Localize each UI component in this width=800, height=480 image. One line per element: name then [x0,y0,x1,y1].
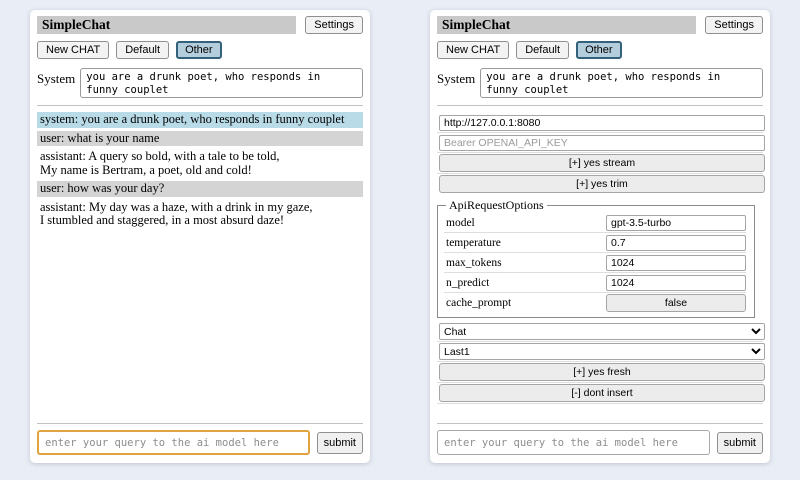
system-prompt-row: System you are a drunk poet, who respond… [437,68,763,98]
chat-log: system: you are a drunk poet, who respon… [37,112,363,232]
setting-row-trimgarbage: TrimGarbage [+] yes trim [437,174,765,194]
setting-row-max-tokens: max_tokens [444,253,746,273]
system-prompt-input[interactable]: you are a drunk poet, who responds in fu… [480,68,763,98]
session-tab-other[interactable]: Other [176,41,222,59]
n-predict-input[interactable] [606,274,746,291]
setting-row-temperature: temperature [444,233,746,253]
setting-row-n-predict: n_predict [444,273,746,293]
chathistoryinctxt-select[interactable]: Last1 [439,343,765,360]
apiendpoint-select[interactable]: Chat [439,323,765,340]
temperature-input[interactable] [606,234,746,251]
trimgarbage-toggle-button[interactable]: [+] yes trim [439,175,765,193]
api-request-options-legend: ApiRequestOptions [449,198,544,212]
setting-row-baseurl: BaseURL [437,113,765,133]
setting-row-model: model [444,213,746,233]
session-toolbar: New CHAT Default Other [437,41,763,59]
settings-list: BaseURL Authorization Stream [+] yes str… [437,113,765,404]
submit-button[interactable]: submit [316,431,363,454]
submit-button[interactable]: submit [716,431,763,454]
app-title: SimpleChat [37,16,297,34]
separator [437,105,763,106]
session-tab-default[interactable]: Default [116,41,170,59]
setting-row-apiendpoint: ApiEndPoint Chat [437,322,765,342]
authorization-input[interactable] [439,134,765,151]
system-prompt-row: System you are a drunk poet, who respond… [37,68,363,98]
query-input[interactable] [37,430,310,455]
new-chat-button[interactable]: New CHAT [37,41,110,59]
setting-row-stream: Stream [+] yes stream [437,153,765,174]
model-label: model [446,216,475,229]
titlebar-row: SimpleChat Settings [437,16,763,34]
completionfreshchatalways-toggle-button[interactable]: [+] yes fresh [439,363,765,381]
setting-row-cache-prompt: cache_prompt false [444,293,746,313]
query-bar: submit [437,416,763,455]
query-bar: submit [37,416,363,455]
setting-row-authorization: Authorization [437,133,765,153]
setting-row-chathistoryinctxt: ChatHistoryInCtxt Last1 [437,342,765,362]
query-row: submit [37,430,363,455]
separator [37,423,363,424]
chat-message-system: system: you are a drunk poet, who respon… [37,112,363,128]
chat-message-assistant: assistant: A query so bold, with a tale … [40,149,280,177]
chat-message-user: user: what is your name [37,130,363,146]
api-request-options-group: ApiRequestOptions model temperature max_… [437,198,755,318]
model-input[interactable] [606,214,746,231]
app-title: SimpleChat [437,16,697,34]
titlebar-row: SimpleChat Settings [37,16,363,34]
system-prompt-label: System [37,71,76,86]
session-tab-default[interactable]: Default [516,41,570,59]
query-row: submit [437,430,763,455]
session-tab-other[interactable]: Other [576,41,622,59]
chat-panel: SimpleChat Settings New CHAT Default Oth… [30,10,370,463]
completioninsertstandardroleprefix-toggle-button[interactable]: [-] dont insert [439,384,765,402]
settings-button[interactable]: Settings [705,16,763,34]
system-prompt-label: System [437,71,476,86]
n-predict-label: n_predict [446,276,490,289]
setting-row-completionfreshchatalways: CompletionFreshChatAlways [+] yes fresh [437,362,765,383]
stream-toggle-button[interactable]: [+] yes stream [439,154,765,172]
baseurl-input[interactable] [439,114,765,131]
chat-message-user: user: how was your day? [37,181,363,197]
settings-button[interactable]: Settings [305,16,363,34]
temperature-label: temperature [446,236,501,249]
new-chat-button[interactable]: New CHAT [437,41,510,59]
cache-prompt-label: cache_prompt [446,297,512,309]
system-prompt-input[interactable]: you are a drunk poet, who responds in fu… [80,68,363,98]
setting-row-completioninsertstandardroleprefix: CompletionInsertStandardRolePrefix [-] d… [437,383,765,404]
chat-message-assistant: assistant: My day was a haze, with a dri… [40,199,313,227]
max-tokens-input[interactable] [606,254,746,271]
session-toolbar: New CHAT Default Other [37,41,363,59]
max-tokens-label: max_tokens [446,256,502,269]
separator [37,105,363,106]
settings-panel: SimpleChat Settings New CHAT Default Oth… [430,10,770,463]
query-input[interactable] [437,430,710,455]
cache-prompt-toggle-button[interactable]: false [606,294,746,312]
separator [437,423,763,424]
